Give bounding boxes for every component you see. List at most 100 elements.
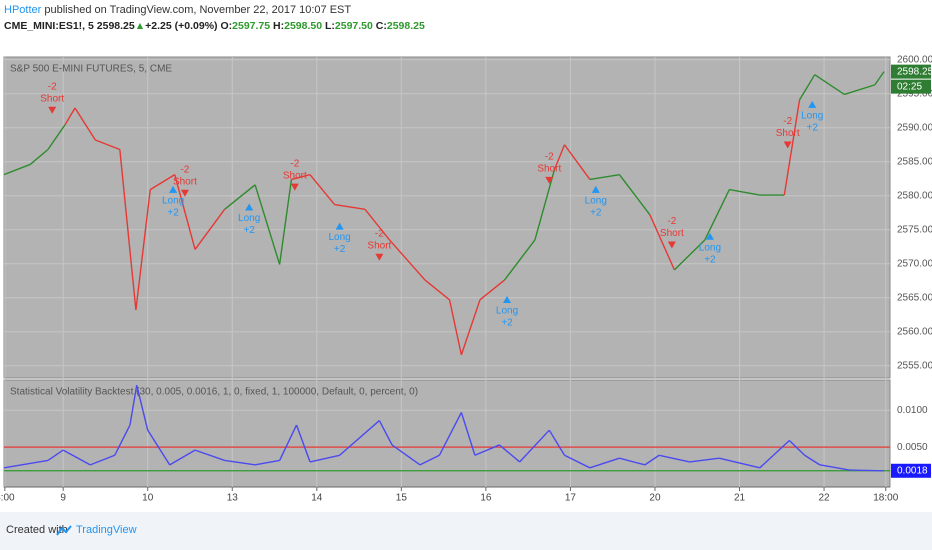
- price-segment: [309, 174, 336, 206]
- price-segment: [689, 457, 720, 463]
- price-segment: [114, 424, 131, 456]
- price-segment: [4, 459, 49, 469]
- signal-arrow: [169, 185, 178, 193]
- signal-label: Short: [660, 228, 684, 239]
- signal-arrow: [335, 222, 344, 230]
- price-segment: [174, 174, 196, 250]
- signal-arrow: [591, 185, 600, 193]
- price-segment: [814, 74, 845, 95]
- signal-qty: -2: [290, 158, 299, 169]
- price-segment: [224, 184, 256, 210]
- price-segment: [62, 449, 91, 466]
- signal-arrow: [667, 241, 676, 249]
- price-segment: [659, 454, 690, 463]
- x-tick-label: 21: [734, 493, 746, 504]
- price-segment: [619, 457, 646, 466]
- price-segment: [844, 84, 875, 96]
- price-segment: [564, 454, 591, 469]
- price-segment: [503, 239, 536, 281]
- price-segment: [460, 299, 481, 356]
- signal-label: Short: [776, 128, 800, 139]
- quote-item: H:: [270, 20, 285, 32]
- signal-arrow: [783, 141, 792, 149]
- author[interactable]: HPotter: [4, 4, 42, 16]
- price-segment: [278, 179, 293, 265]
- x-tick-label: 20: [649, 493, 661, 504]
- chart: S&P 500 E-MINI FUTURES, 5, CMEShort-2Lon…: [0, 54, 932, 504]
- x-tick-label: 14: [311, 493, 323, 504]
- brand[interactable]: TradingView: [76, 524, 137, 536]
- signal-label: Short: [367, 240, 391, 251]
- price-segment: [89, 454, 116, 466]
- y-tick-label: 2595.00: [897, 88, 932, 99]
- price-segment: [519, 429, 550, 463]
- price-segment: [135, 189, 151, 311]
- price-segment: [291, 173, 311, 181]
- signal-qty: +2: [590, 207, 602, 218]
- price-segment: [278, 424, 298, 461]
- signal-qty: +2: [334, 244, 346, 255]
- price-segment: [589, 457, 620, 469]
- logo: [56, 525, 72, 536]
- signal-qty: -2: [48, 81, 57, 92]
- price-segment: [47, 449, 64, 462]
- price-segment: [704, 189, 730, 241]
- price-segment: [388, 239, 426, 281]
- signal-qty: +2: [243, 225, 255, 236]
- x-tick-label: 22: [818, 493, 830, 504]
- last-value-label: 2598.25: [897, 66, 932, 77]
- quote-item: 2597.75: [232, 20, 271, 32]
- y-tick-label: 2575.00: [897, 224, 932, 235]
- price-segment: [194, 449, 225, 462]
- signal-arrow: [48, 106, 57, 114]
- quote-item: ▲: [134, 20, 146, 32]
- last-value-box: [891, 64, 931, 79]
- x-tick-label: 8:00: [0, 493, 15, 504]
- price-segment: [819, 464, 850, 471]
- price-segment: [47, 124, 66, 150]
- header: HPotter published on TradingView.com, No…: [4, 3, 425, 33]
- price-segment: [553, 144, 566, 171]
- price-segment: [364, 208, 391, 241]
- y-tick-label: 0.0100: [897, 405, 928, 416]
- pane-title: Statistical Volatility Backtest (30, 0.0…: [10, 387, 418, 398]
- last-value-label: 0.0018: [897, 465, 928, 476]
- quote-line: CME_MINI:ES1!, 5 2598.25▲+2.25 (+0.09%) …: [4, 19, 425, 33]
- price-segment: [119, 149, 137, 311]
- y-tick-label: 2585.00: [897, 156, 932, 167]
- price-segment: [460, 412, 476, 456]
- price-segment: [474, 444, 500, 456]
- signal-qty: -2: [180, 164, 189, 175]
- y-tick-label: 2565.00: [897, 292, 932, 303]
- price-segment: [334, 203, 366, 211]
- price-segment: [419, 454, 440, 466]
- signal-label: Long: [162, 195, 184, 206]
- quote-item: +2.25 (+0.09%): [145, 20, 221, 32]
- x-tick-label: 10: [142, 493, 154, 504]
- price-segment: [295, 424, 311, 463]
- price-segment: [95, 139, 121, 151]
- x-tick-label: 13: [227, 493, 239, 504]
- price-segment: [798, 74, 816, 101]
- signal-arrow: [290, 183, 299, 191]
- signal-label: Long: [238, 213, 260, 224]
- price-segment: [74, 107, 96, 141]
- signal-arrow: [375, 253, 384, 261]
- price-segment: [194, 208, 226, 250]
- price-segment: [498, 444, 521, 463]
- signal-qty: +2: [167, 207, 179, 218]
- price-segment: [788, 440, 806, 456]
- price-segment: [759, 439, 790, 469]
- signal-arrow: [808, 100, 817, 108]
- signal-label: Long: [496, 306, 518, 317]
- price-pane: [3, 56, 891, 379]
- signal-arrow: [705, 232, 714, 240]
- price-segment: [254, 459, 280, 466]
- signal-arrow: [180, 189, 189, 197]
- x-tick-label: 16: [480, 493, 492, 504]
- price-segment: [149, 174, 176, 191]
- price-segment: [64, 107, 76, 126]
- price-segment: [136, 384, 149, 431]
- last-value-box: [891, 463, 931, 478]
- price-segment: [589, 173, 620, 181]
